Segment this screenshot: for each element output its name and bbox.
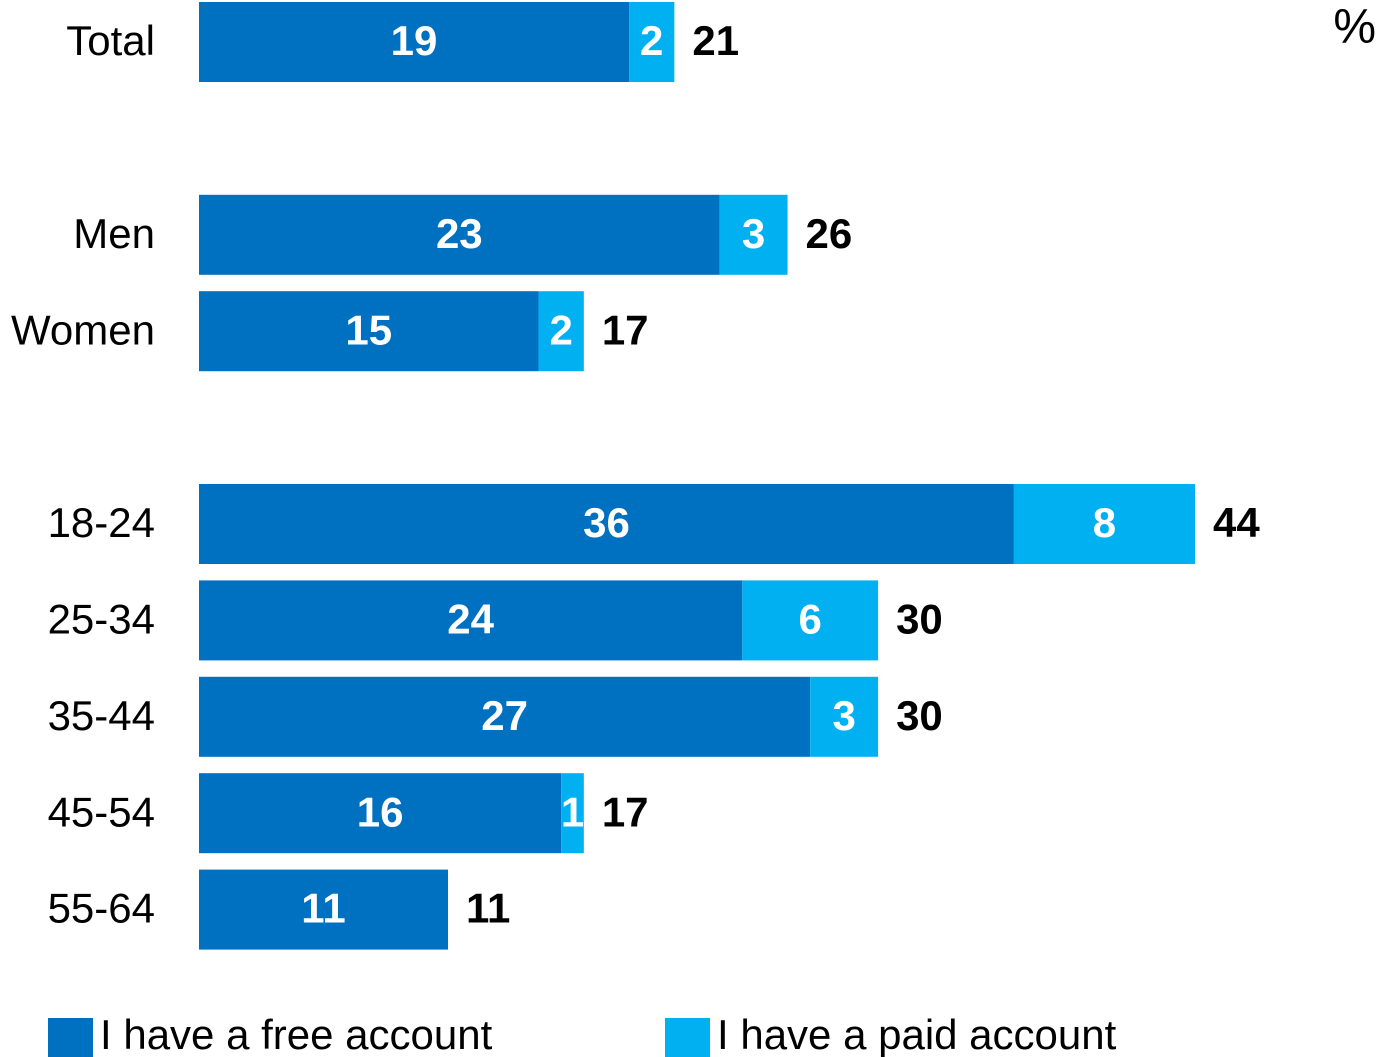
category-label: Women xyxy=(11,306,155,353)
segment-label: 2 xyxy=(550,306,573,353)
segment-label: 1 xyxy=(561,788,584,835)
segment-label: 11 xyxy=(301,885,345,932)
bar-segment xyxy=(199,773,562,854)
segment-label: 16 xyxy=(357,788,404,835)
segment-label: 23 xyxy=(436,210,483,257)
segment-label: 3 xyxy=(832,692,855,739)
total-label: 17 xyxy=(602,306,649,353)
total-label: 11 xyxy=(466,885,510,932)
legend-label: I have a paid account xyxy=(717,1011,1117,1057)
total-label: 17 xyxy=(602,788,649,835)
category-label: 18-24 xyxy=(48,499,155,546)
bar-segment xyxy=(629,2,675,82)
segment-label: 2 xyxy=(640,17,663,64)
total-label: 26 xyxy=(806,210,853,257)
total-label: 44 xyxy=(1213,499,1260,546)
bar-segment xyxy=(199,676,811,757)
legend-swatch xyxy=(48,1018,93,1057)
bar-segment xyxy=(810,676,879,757)
bar-segment xyxy=(742,580,879,661)
bar-segment xyxy=(199,580,743,661)
bar-segment xyxy=(199,869,448,950)
legend-label: I have a free account xyxy=(100,1011,493,1057)
segment-label: 24 xyxy=(447,595,494,642)
bar-segment xyxy=(538,291,584,372)
bar-segment xyxy=(719,194,788,275)
bar-segment xyxy=(1013,484,1195,564)
total-label: 21 xyxy=(692,17,739,64)
segment-label: 19 xyxy=(391,17,438,64)
segment-label: 8 xyxy=(1093,499,1116,546)
segment-label: 36 xyxy=(583,499,630,546)
segment-label: 3 xyxy=(742,210,765,257)
bar-segment xyxy=(199,194,720,275)
category-label: 35-44 xyxy=(48,692,155,739)
category-label: Men xyxy=(73,210,155,257)
category-label: 45-54 xyxy=(48,788,155,835)
category-label: Total xyxy=(66,17,155,64)
segment-label: 6 xyxy=(799,595,822,642)
category-label: 25-34 xyxy=(48,595,155,642)
bar-segment xyxy=(199,291,539,372)
total-label: 30 xyxy=(896,692,943,739)
segment-label: 15 xyxy=(345,306,392,353)
category-label: 55-64 xyxy=(48,885,155,932)
total-label: 30 xyxy=(896,595,943,642)
unit-label: % xyxy=(1333,1,1376,54)
bar-segment xyxy=(199,484,1014,564)
legend-swatch xyxy=(665,1018,710,1057)
segment-label: 27 xyxy=(481,692,528,739)
bar-segment xyxy=(199,2,630,82)
bar-segment xyxy=(561,773,584,854)
